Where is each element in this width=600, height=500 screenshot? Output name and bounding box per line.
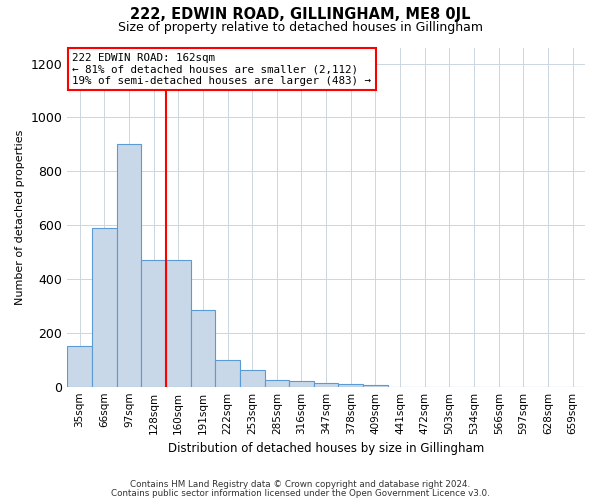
Bar: [363, 384, 388, 386]
Bar: [166, 260, 191, 386]
Text: 222 EDWIN ROAD: 162sqm
← 81% of detached houses are smaller (2,112)
19% of semi-: 222 EDWIN ROAD: 162sqm ← 81% of detached…: [73, 52, 371, 86]
Text: Size of property relative to detached houses in Gillingham: Size of property relative to detached ho…: [118, 22, 482, 35]
Bar: [116, 144, 141, 386]
Bar: [289, 381, 314, 386]
Bar: [240, 370, 265, 386]
Text: 222, EDWIN ROAD, GILLINGHAM, ME8 0JL: 222, EDWIN ROAD, GILLINGHAM, ME8 0JL: [130, 8, 470, 22]
Bar: [92, 228, 116, 386]
Bar: [191, 310, 215, 386]
Y-axis label: Number of detached properties: Number of detached properties: [15, 130, 25, 305]
Bar: [141, 260, 166, 386]
Bar: [338, 384, 363, 386]
Bar: [215, 360, 240, 386]
Text: Contains HM Land Registry data © Crown copyright and database right 2024.: Contains HM Land Registry data © Crown c…: [130, 480, 470, 489]
Bar: [67, 346, 92, 387]
Bar: [314, 384, 338, 386]
X-axis label: Distribution of detached houses by size in Gillingham: Distribution of detached houses by size …: [168, 442, 484, 455]
Bar: [265, 380, 289, 386]
Text: Contains public sector information licensed under the Open Government Licence v3: Contains public sector information licen…: [110, 488, 490, 498]
